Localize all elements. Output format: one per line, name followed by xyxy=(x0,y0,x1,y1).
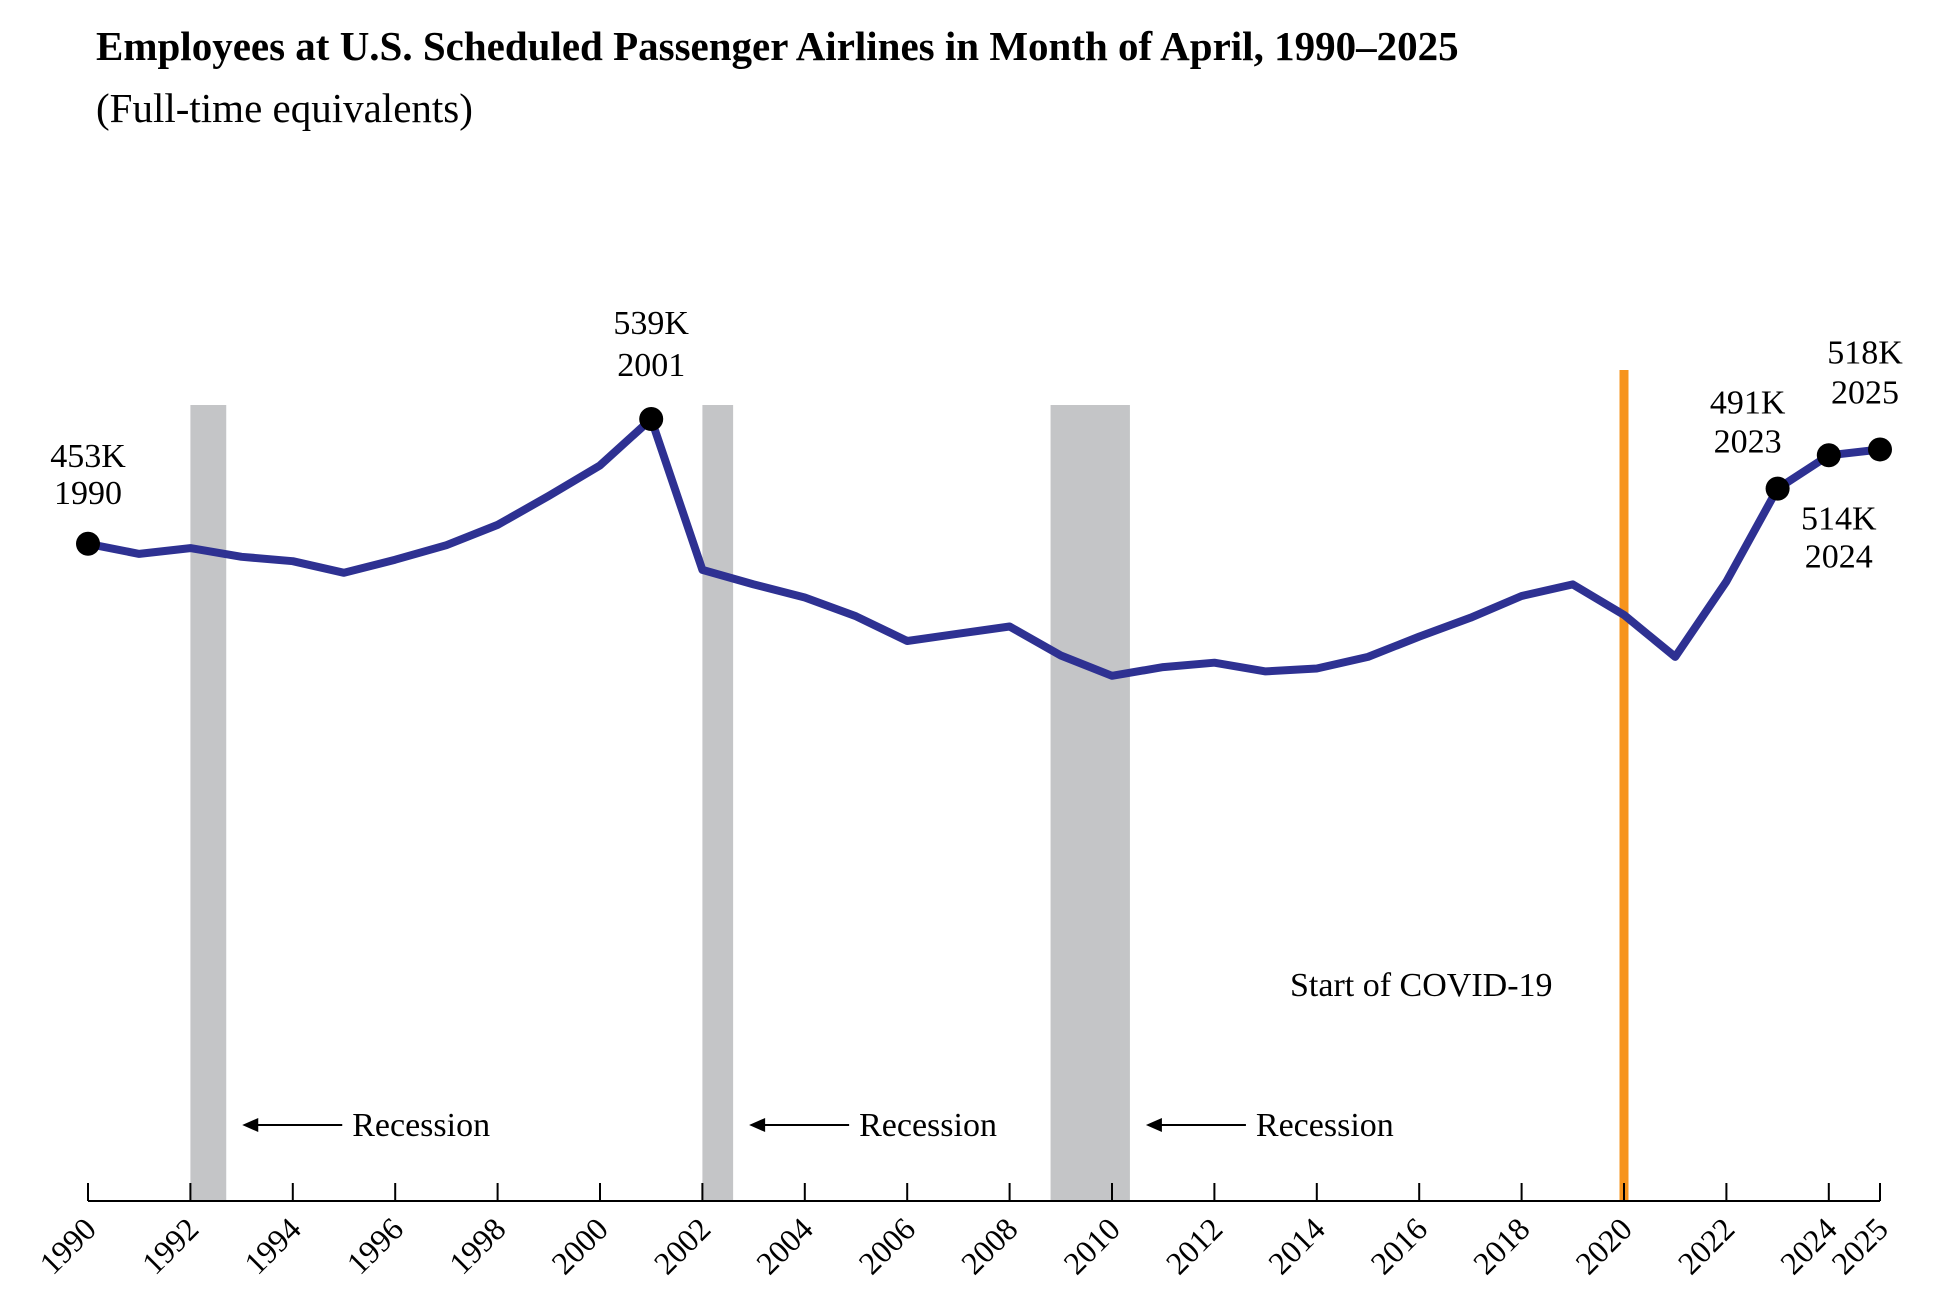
data-label-year-2023: 2023 xyxy=(1714,424,1782,461)
x-tick-label-2020: 2020 xyxy=(1568,1210,1639,1281)
x-tick-label-1990: 1990 xyxy=(32,1210,103,1281)
data-label-value-2025: 518K xyxy=(1827,334,1903,371)
x-tick-label-2022: 2022 xyxy=(1671,1210,1742,1281)
recession-bands: Recession Recession Recession xyxy=(190,405,1394,1201)
data-point-2023 xyxy=(1765,476,1790,501)
data-point-2025 xyxy=(1868,437,1892,462)
data-label-year-2025: 2025 xyxy=(1831,374,1899,411)
chart-title: Employees at U.S. Scheduled Passenger Ai… xyxy=(96,23,1459,69)
recession-label-2: Recession xyxy=(859,1107,997,1144)
x-tick-label-1992: 1992 xyxy=(135,1210,206,1281)
x-tick-label-1998: 1998 xyxy=(442,1210,513,1281)
recession-band-2 xyxy=(702,405,734,1201)
data-label-year-2001: 2001 xyxy=(617,347,685,384)
x-tick-label-2018: 2018 xyxy=(1466,1210,1537,1281)
covid-start-label: Start of COVID-19 xyxy=(1290,967,1553,1004)
data-label-value-2023: 491K xyxy=(1710,385,1786,422)
recession-band-3 xyxy=(1050,405,1130,1201)
x-tick-label-2004: 2004 xyxy=(749,1210,820,1281)
x-tick-label-2010: 2010 xyxy=(1056,1210,1127,1281)
series-line-group xyxy=(84,415,1884,680)
x-tick-label-2000: 2000 xyxy=(544,1210,615,1281)
x-tick-label-1994: 1994 xyxy=(237,1210,308,1281)
series-line-1 xyxy=(84,415,1884,680)
recession-arrowhead-3 xyxy=(1145,1118,1162,1132)
data-label-value-2001: 539K xyxy=(613,305,689,342)
x-tick-label-2006: 2006 xyxy=(851,1210,922,1281)
chart-subtitle: (Full-time equivalents) xyxy=(96,85,473,131)
data-point-2001 xyxy=(639,407,664,431)
x-tick-label-2012: 2012 xyxy=(1159,1210,1230,1281)
x-tick-label-2008: 2008 xyxy=(954,1210,1025,1281)
recession-arrowhead-1 xyxy=(242,1118,259,1132)
x-axis: 1990 1992 1994 1996 1998 2000 2002 2004 2006 2008… xyxy=(32,1183,1895,1281)
recession-arrowhead-2 xyxy=(749,1118,766,1132)
data-point-1990 xyxy=(76,531,100,556)
event-marker: Start of COVID-19 xyxy=(1290,370,1629,1201)
recession-band-1 xyxy=(190,405,227,1201)
x-tick-label-2025: 2025 xyxy=(1824,1210,1895,1281)
data-label-year-1990: 1990 xyxy=(54,475,122,512)
data-label-year-2024: 2024 xyxy=(1805,538,1873,575)
data-label-value-2024: 514K xyxy=(1801,500,1877,537)
x-tick-label-2014: 2014 xyxy=(1261,1210,1332,1281)
x-tick-label-2016: 2016 xyxy=(1363,1210,1434,1281)
x-tick-label-2002: 2002 xyxy=(647,1210,718,1281)
data-point-2024 xyxy=(1816,443,1841,468)
recession-label-1: Recession xyxy=(352,1107,490,1144)
recession-label-3: Recession xyxy=(1256,1107,1394,1144)
data-label-value-1990: 453K xyxy=(50,438,126,475)
x-tick-label-1996: 1996 xyxy=(339,1210,410,1281)
